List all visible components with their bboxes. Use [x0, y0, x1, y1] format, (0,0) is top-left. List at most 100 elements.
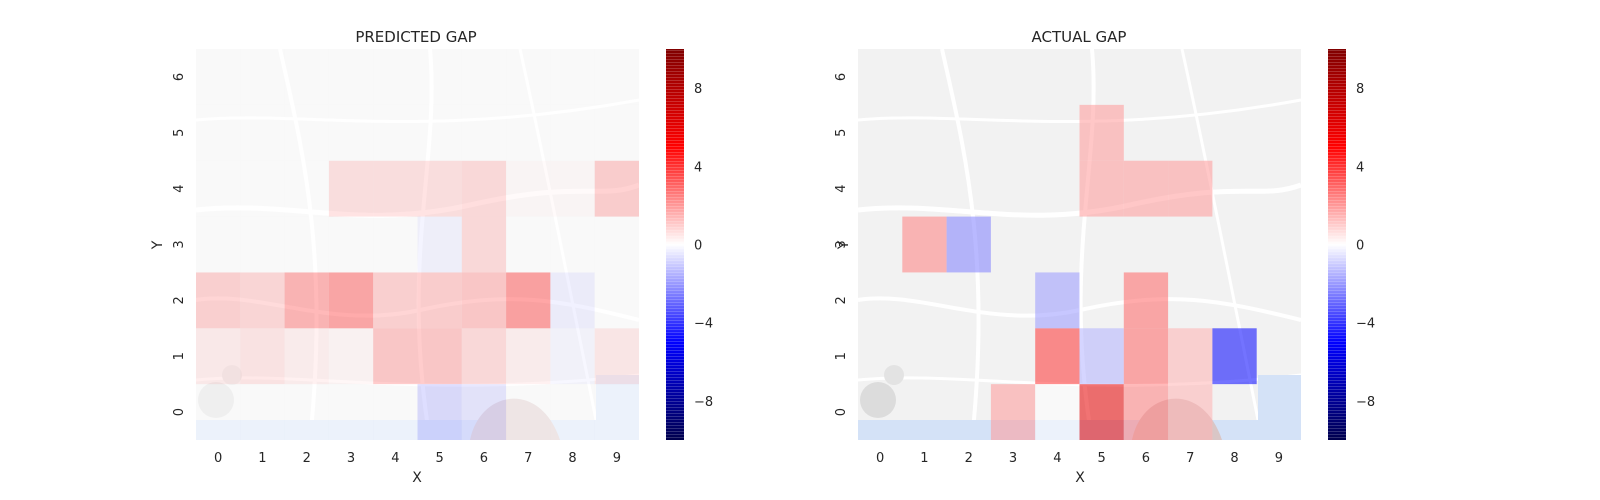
- heatmap-cell: [594, 49, 639, 105]
- y-tick-label: 6: [172, 73, 187, 81]
- heatmap-cell: [1212, 328, 1257, 385]
- heatmap-cell: [328, 216, 374, 273]
- x-tick-label: 7: [524, 451, 532, 466]
- heatmap-cell: [417, 384, 462, 440]
- heatmap-cell: [550, 216, 595, 273]
- x-tick-label: 5: [436, 451, 444, 466]
- heatmap-cell: [196, 49, 241, 105]
- heatmap-cell: [1168, 328, 1213, 385]
- colorbar: 8 4 0 −4 −8: [1328, 49, 1375, 440]
- heatmap-cell: [373, 49, 418, 105]
- heatmap-cell: [1123, 328, 1169, 385]
- y-tick-labels: 0 1 2 3 4 5 6: [172, 73, 187, 416]
- heatmap-cell: [461, 160, 507, 217]
- x-tick-label: 5: [1098, 451, 1106, 466]
- heatmap-cell: [1123, 272, 1169, 329]
- heatmap-cell: [196, 160, 241, 217]
- heatmap-cell: [594, 104, 639, 161]
- x-tick-label: 2: [303, 451, 311, 466]
- heatmap-cell: [240, 160, 285, 217]
- heatmap-cell: [506, 384, 551, 440]
- heatmap-cell: [506, 49, 551, 105]
- heatmap-cells: [196, 49, 639, 440]
- heatmap-cell: [328, 384, 374, 440]
- heatmap-cell: [417, 328, 462, 385]
- x-tick-label: 9: [1275, 451, 1283, 466]
- x-axis-label: X: [412, 470, 422, 486]
- heatmap-cell: [240, 216, 285, 273]
- heatmap-cell: [240, 328, 285, 385]
- heatmap-cell: [240, 104, 285, 161]
- heatmap-cell: [550, 104, 595, 161]
- y-tick-label: 2: [834, 296, 849, 304]
- y-tick-label: 0: [834, 408, 849, 416]
- x-tick-label: 6: [1142, 451, 1150, 466]
- heatmap-cell: [284, 49, 329, 105]
- x-tick-labels: 0 1 2 3 4 5 6 7 8 9: [214, 451, 621, 466]
- y-tick-label: 3: [834, 240, 849, 248]
- y-tick-label: 0: [172, 408, 187, 416]
- heatmap-cell: [461, 104, 507, 161]
- heatmap-cell: [594, 160, 639, 217]
- heatmap-cell: [240, 384, 285, 440]
- heatmap-cell: [461, 328, 507, 385]
- colorbar-tick-label: 0: [694, 239, 702, 254]
- heatmap-cell: [328, 328, 374, 385]
- x-tick-label: 0: [214, 451, 222, 466]
- heatmap-cell: [461, 272, 507, 329]
- heatmap-cell: [946, 216, 991, 273]
- heatmap-cell: [550, 272, 595, 329]
- heatmap-cell: [1035, 272, 1080, 329]
- heatmap-cell: [506, 104, 551, 161]
- heatmap-cell: [196, 104, 241, 161]
- x-tick-labels: 0 1 2 3 4 5 6 7 8 9: [876, 451, 1283, 466]
- heatmap-cell: [594, 328, 639, 385]
- x-tick-label: 3: [347, 451, 355, 466]
- heatmap-cell: [417, 216, 462, 273]
- y-tick-labels: 0 1 2 3 4 5 6: [834, 73, 849, 416]
- x-tick-label: 9: [613, 451, 621, 466]
- heatmap-cell: [240, 49, 285, 105]
- y-tick-label: 1: [172, 352, 187, 360]
- x-tick-label: 1: [920, 451, 928, 466]
- x-tick-label: 2: [965, 451, 973, 466]
- heatmap-cell: [328, 160, 374, 217]
- colorbar-tick-labels: 8 4 0 −4 −8: [1356, 82, 1375, 410]
- heatmap-cell: [328, 272, 374, 329]
- x-tick-label: 3: [1009, 451, 1017, 466]
- heatmap-cell: [373, 384, 418, 440]
- heatmap-cell: [594, 272, 639, 329]
- colorbar-tick-label: −8: [694, 395, 713, 410]
- colorbar-tick-label: −4: [1356, 317, 1375, 332]
- heatmap-cell: [902, 216, 947, 273]
- heatmap-cell: [506, 328, 551, 385]
- heatmap-cell: [461, 384, 507, 440]
- x-axis-label: X: [1075, 470, 1085, 486]
- colorbar-tick-label: −8: [1356, 395, 1375, 410]
- y-tick-label: 1: [834, 352, 849, 360]
- colorbar-tick-labels: 8 4 0 −4 −8: [694, 82, 713, 410]
- y-tick-label: 2: [172, 296, 187, 304]
- y-tick-label: 4: [834, 184, 849, 192]
- heatmap-cell: [284, 160, 329, 217]
- heatmap-cell: [594, 384, 639, 440]
- y-tick-label: 5: [834, 129, 849, 137]
- heatmap-cell: [990, 384, 1036, 440]
- heatmap-cell: [240, 272, 285, 329]
- heatmap-cell: [1079, 104, 1124, 161]
- colorbar-tick-label: 8: [694, 82, 702, 97]
- chart-title: PREDICTED GAP: [355, 28, 476, 46]
- x-tick-label: 8: [1230, 451, 1238, 466]
- heatmap-cell: [284, 216, 329, 273]
- heatmap-cells: [902, 104, 1257, 440]
- y-axis-label: Y: [836, 240, 852, 250]
- heatmap-cell: [1035, 328, 1080, 385]
- heatmap-cell: [417, 49, 462, 105]
- heatmap-cell: [373, 104, 418, 161]
- heatmap-cell: [417, 160, 462, 217]
- y-tick-label: 6: [834, 73, 849, 81]
- heatmap-cell: [461, 49, 507, 105]
- heatmap-cell: [328, 49, 374, 105]
